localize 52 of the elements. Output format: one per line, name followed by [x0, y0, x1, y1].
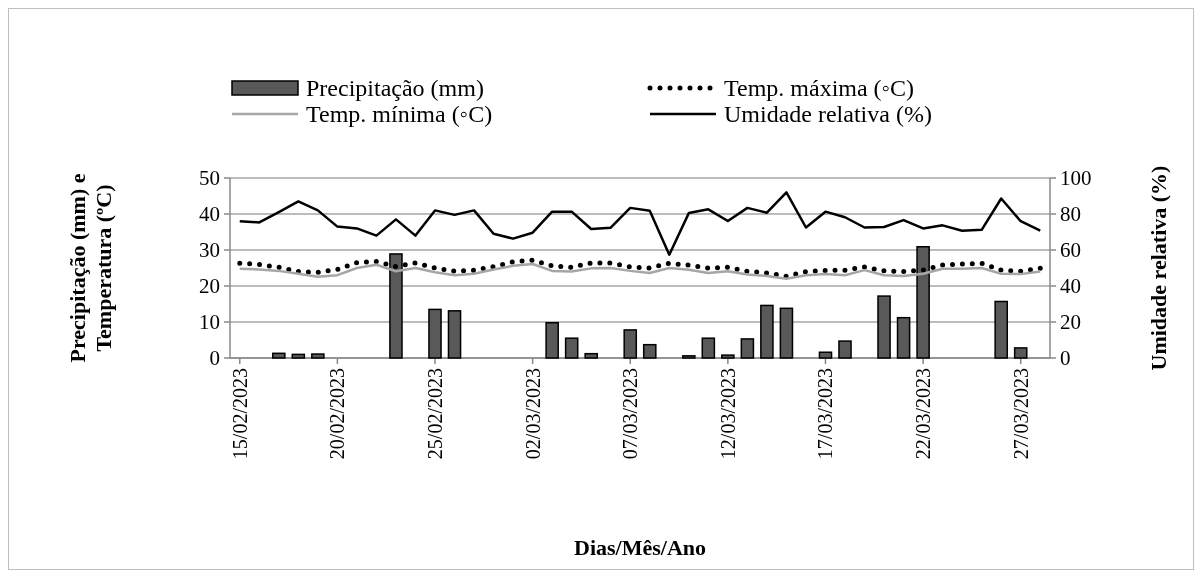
y-tick-label: 0: [209, 346, 220, 371]
y2-tick-label: 80: [1060, 202, 1081, 227]
x-tick-label: 25/02/2023: [424, 368, 446, 460]
y-tick-label: 30: [199, 238, 220, 263]
bar: [701, 337, 716, 359]
bar: [311, 353, 325, 359]
y-axis-title: Precipitação (mm) e Temperatura (ºC): [65, 173, 116, 363]
bar: [642, 343, 657, 359]
y-tick-label: 10: [199, 310, 220, 335]
x-tick-label: 02/03/2023: [521, 368, 544, 460]
x-tick-label: 27/03/2023: [1009, 368, 1032, 460]
bar: [760, 304, 774, 359]
bar: [779, 307, 794, 359]
legend-label: Temp. mínima (◦C): [306, 101, 493, 127]
line-series: [238, 262, 1042, 281]
x-tick-label: 07/03/2023: [619, 368, 642, 460]
bar: [623, 329, 638, 359]
y-tick-label: 50: [199, 166, 220, 191]
y-tick-label: 20: [199, 274, 220, 299]
y2-axis-title: Umidade relativa (%): [1145, 165, 1171, 371]
bar: [721, 354, 735, 359]
line-series: [238, 191, 1042, 256]
bar: [564, 337, 579, 359]
x-tick-label: 12/03/2023: [716, 368, 739, 460]
bar: [584, 352, 598, 359]
bar: [740, 338, 755, 359]
bar: [682, 355, 696, 359]
bar: [428, 308, 442, 359]
bar: [291, 353, 306, 359]
legend-label: Temp. máxima (◦C): [724, 75, 915, 101]
bar: [447, 310, 462, 359]
bar: [272, 352, 286, 359]
y2-tick-label: 40: [1060, 274, 1081, 299]
bar: [877, 295, 891, 359]
bar: [818, 351, 833, 359]
x-axis-title: Dias/Mês/Ano: [574, 535, 706, 560]
y2-tick-label: 100: [1060, 166, 1092, 191]
bar: [1013, 347, 1028, 359]
bar: [838, 340, 852, 359]
y2-tick-label: 60: [1060, 238, 1081, 263]
x-tick-label: 15/02/2023: [228, 368, 251, 460]
x-tick-label: 22/03/2023: [912, 368, 935, 460]
y-tick-label: 40: [199, 202, 220, 227]
x-tick-label: 17/03/2023: [814, 368, 837, 460]
legend-label: Umidade relativa (%): [724, 101, 932, 127]
legend-label: Precipitação (mm): [306, 75, 484, 101]
y2-tick-label: 0: [1060, 346, 1071, 371]
bar: [994, 300, 1008, 359]
x-tick-label: 20/02/2023: [326, 368, 349, 460]
bar: [545, 321, 559, 359]
y2-tick-label: 20: [1060, 310, 1081, 335]
bar: [896, 316, 911, 359]
